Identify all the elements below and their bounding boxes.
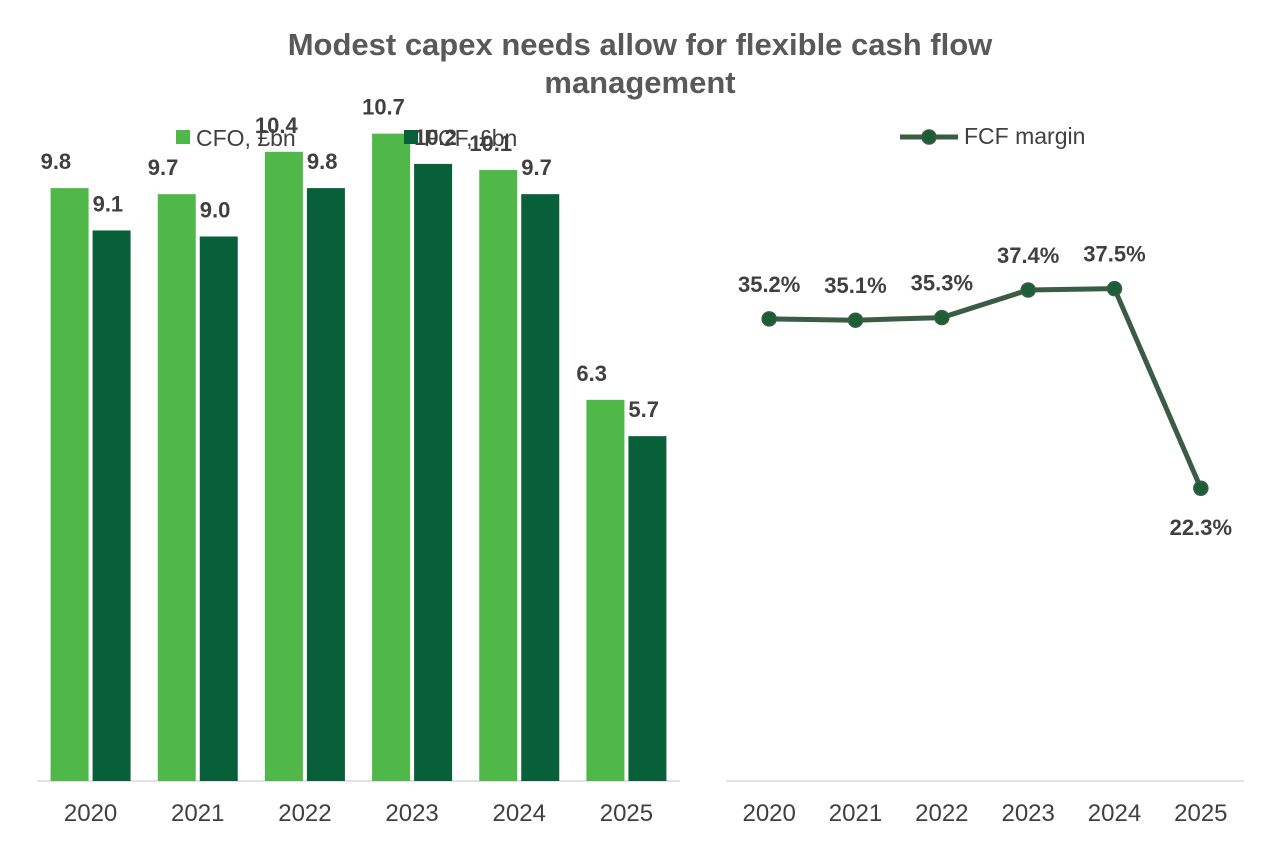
cfo-bar-2023 <box>372 133 411 781</box>
fcf-margin-label-2020: 35.2% <box>738 272 800 297</box>
legend-fcf-margin-marker <box>921 129 937 145</box>
bar-x-tick-2020: 2020 <box>64 800 117 827</box>
fcf-label-2020: 9.1 <box>93 191 124 216</box>
fcf-margin-point-2024 <box>1106 280 1123 297</box>
fcf-margin-point-2020 <box>761 311 777 327</box>
fcf-margin-point-2025 <box>1193 480 1209 496</box>
fcf-bar-2025 <box>628 436 667 781</box>
line-x-tick-2024: 2024 <box>1088 800 1141 827</box>
cfo-label-2022: 10.4 <box>255 113 299 138</box>
bar-chart: 9.8 9.1 2020 9.7 9.0 2021 10.4 9.8 2022 10.7 10.2 2… <box>37 95 680 827</box>
bar-x-tick-2025: 2025 <box>600 800 653 827</box>
legend-cfo-swatch <box>176 130 190 144</box>
bar-x-tick-2021: 2021 <box>171 800 224 827</box>
line-x-tick-2025: 2025 <box>1174 800 1227 827</box>
line-x-tick-2021: 2021 <box>829 800 882 827</box>
fcf-bar-2023 <box>414 163 453 781</box>
fcf-margin-point-2022 <box>934 309 950 326</box>
legend-fcf-swatch <box>404 130 418 144</box>
legend-fcf-label: FCF, £bn <box>424 125 517 151</box>
cfo-label-2024: 10.1 <box>469 131 512 156</box>
fcf-label-2025: 5.7 <box>628 397 659 422</box>
fcf-label-2022: 9.8 <box>307 149 338 174</box>
fcf-label-2023: 10.2 <box>414 125 457 150</box>
line-x-tick-2020: 2020 <box>742 800 795 827</box>
cfo-bar-2021 <box>157 194 196 781</box>
cfo-label-2025: 6.3 <box>576 361 607 386</box>
bar-x-tick-2024: 2024 <box>493 800 546 827</box>
cfo-bar-2020 <box>50 188 89 782</box>
chart-title-line-1: Modest capex needs allow for flexible ca… <box>287 27 993 62</box>
legend-cfo-label: CFO, £bn <box>196 125 296 151</box>
fcf-bar-2024 <box>521 194 560 781</box>
chart-title-line-2: management <box>544 65 736 100</box>
cfo-bar-2024 <box>479 169 518 781</box>
fcf-margin-point-2023 <box>1020 282 1036 298</box>
line-chart: 35.2% 2020 35.1% 2021 35.3% 2022 37.4% 2023 37.5… <box>726 123 1244 827</box>
fcf-bar-2021 <box>199 236 238 781</box>
line-x-tick-2023: 2023 <box>1001 800 1054 827</box>
fcf-margin-label-2024: 37.5% <box>1083 242 1145 267</box>
bar-x-tick-2023: 2023 <box>385 800 438 827</box>
fcf-margin-label-2023: 37.4% <box>997 243 1059 268</box>
fcf-margin-label-2022: 35.3% <box>911 271 973 296</box>
bar-x-tick-2022: 2022 <box>278 800 331 827</box>
fcf-margin-label-2025: 22.3% <box>1170 515 1232 540</box>
cfo-label-2021: 9.7 <box>148 155 179 180</box>
fcf-margin-line <box>769 286 1204 490</box>
fcf-bar-2022 <box>306 188 345 782</box>
cfo-label-2023: 10.7 <box>362 95 405 120</box>
chart-title: Modest capex needs allow for flexible ca… <box>0 26 1280 102</box>
line-x-tick-2022: 2022 <box>915 800 968 827</box>
legend-fcf-margin-label: FCF margin <box>964 123 1085 149</box>
fcf-label-2021: 9.0 <box>200 198 231 223</box>
cfo-bar-2025 <box>586 399 625 781</box>
cfo-bar-2022 <box>264 151 303 782</box>
fcf-margin-label-2021: 35.1% <box>824 273 886 298</box>
fcf-label-2024: 9.7 <box>521 155 552 180</box>
fcf-margin-point-2021 <box>847 312 864 328</box>
cfo-label-2020: 9.8 <box>41 149 72 174</box>
fcf-bar-2020 <box>92 230 131 781</box>
